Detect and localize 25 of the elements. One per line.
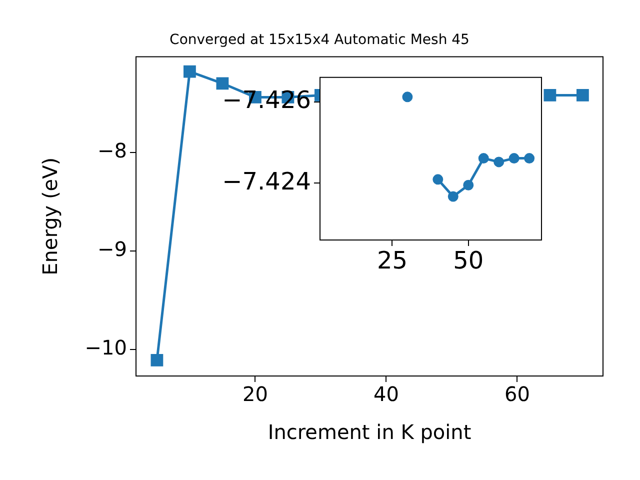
point [478, 153, 489, 164]
point [448, 191, 458, 202]
point [508, 153, 520, 164]
y-tick-label: −8 [98, 138, 127, 163]
point [494, 156, 504, 168]
point [432, 174, 444, 185]
x-tick-label: 25 [376, 246, 408, 275]
y-axis-title: Energy (eV) [38, 157, 62, 276]
x-axis-title: Increment in K point [268, 420, 472, 444]
y-tick-label: −9 [98, 237, 127, 262]
point [402, 92, 413, 102]
x-tick-label: 60 [504, 382, 530, 406]
point [150, 354, 164, 366]
point [463, 180, 474, 190]
x-tick-label: 50 [453, 246, 484, 275]
point [216, 77, 229, 90]
y-tick-label: −10 [84, 336, 127, 360]
point [184, 65, 196, 78]
point [576, 89, 589, 102]
chart-title: Converged at 15x15x4 Automatic Mesh 45 [170, 32, 470, 48]
point [524, 153, 535, 164]
x-tick-label: 40 [373, 382, 399, 406]
y-tick-label: −7.424 [222, 167, 311, 196]
point [544, 89, 556, 102]
x-tick-label: 20 [242, 382, 268, 406]
